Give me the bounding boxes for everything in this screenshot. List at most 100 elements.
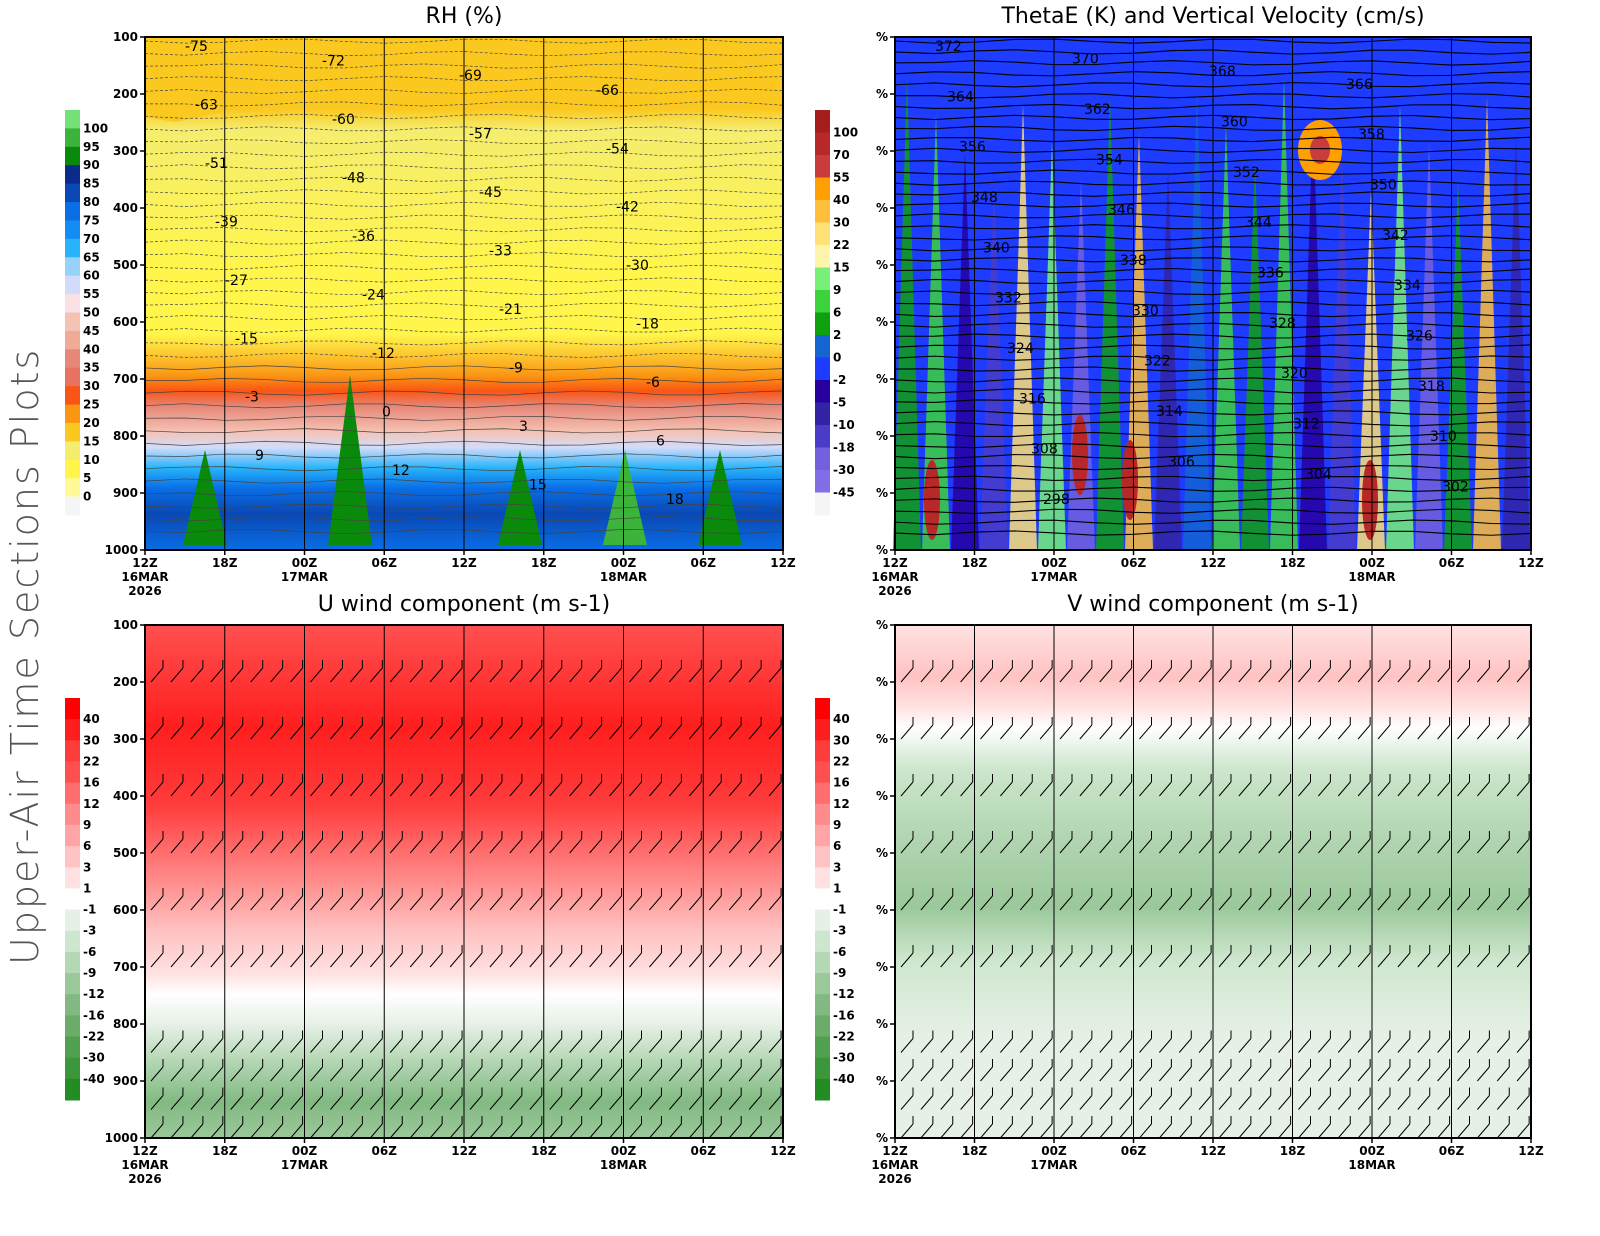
wind-barb — [469, 831, 483, 854]
wind-barb — [1139, 660, 1152, 683]
contour-label: 350 — [1370, 177, 1397, 193]
wind-barb — [1298, 888, 1311, 911]
wind-barb — [230, 660, 244, 683]
x-tick-label: 06Z — [372, 1144, 398, 1158]
wind-barb — [1357, 774, 1371, 797]
wind-barb — [469, 1116, 483, 1139]
wind-barb — [429, 660, 443, 683]
rh-moist-column — [328, 375, 372, 545]
wind-barb — [980, 831, 993, 854]
wind-barb — [1337, 1059, 1351, 1082]
wind-barb — [290, 660, 304, 683]
wind-barb — [569, 831, 583, 854]
wind-barb — [369, 660, 383, 683]
wind-barb — [1139, 1087, 1152, 1110]
wind-barb — [1357, 945, 1371, 968]
x-tick-label: 12Z — [1200, 1144, 1226, 1158]
contour-label: 336 — [1257, 266, 1284, 282]
wind-barb — [409, 1087, 423, 1110]
isoline — [144, 277, 784, 283]
contour-label: 372 — [935, 39, 962, 55]
wind-barb — [1139, 1116, 1152, 1139]
wind-barb — [1477, 1087, 1490, 1110]
wind-barb — [589, 831, 603, 854]
wind-barb — [668, 660, 682, 683]
wind-barb — [1099, 774, 1113, 797]
wind-barb — [1377, 831, 1391, 854]
contour-label: 310 — [1430, 429, 1457, 445]
wind-barb — [409, 717, 423, 740]
wind-barb — [1357, 1116, 1371, 1139]
x-date-label: 16MAR — [871, 570, 918, 584]
wind-barb — [980, 1087, 993, 1110]
wind-barb — [1318, 1059, 1331, 1082]
wind-barb — [1357, 717, 1371, 740]
wind-barb — [1516, 945, 1530, 968]
panel-title: ThetaE (K) and Vertical Velocity (cm/s) — [1000, 4, 1424, 29]
colorbar-label: -22 — [83, 1030, 105, 1044]
contour-label: 340 — [983, 240, 1010, 256]
contour-label: 338 — [1120, 253, 1147, 269]
wind-barb — [1119, 888, 1133, 911]
wind-barb — [1337, 1030, 1351, 1053]
wind-barb — [668, 774, 682, 797]
contour-label: -54 — [606, 141, 629, 157]
wind-barb — [569, 774, 583, 797]
wind-barb — [429, 1030, 443, 1053]
wind-barb — [1059, 888, 1073, 911]
y-tick-label: 700 — [113, 372, 138, 386]
colorbar-label: 40 — [833, 712, 850, 726]
colorbar-swatch — [815, 245, 830, 268]
colorbar-label: 40 — [833, 193, 850, 207]
wind-barb — [1318, 660, 1331, 683]
contour-label: -21 — [499, 302, 522, 318]
wind-barb — [509, 1116, 523, 1139]
wind-barb — [409, 1059, 423, 1082]
contour-label: -9 — [509, 360, 523, 376]
colorbar-label: 5 — [83, 471, 91, 485]
wind-barb — [290, 1116, 304, 1139]
wind-barb — [1397, 945, 1411, 968]
y-tick-label: % — [876, 201, 888, 215]
wind-barb — [1139, 831, 1152, 854]
wind-barb — [170, 831, 184, 854]
colorbar-swatch — [815, 1078, 830, 1101]
wind-barb — [1238, 717, 1252, 740]
wind-barb — [1119, 831, 1133, 854]
wind-barb — [190, 831, 204, 854]
wind-barb — [1437, 945, 1451, 968]
wind-barb — [389, 1030, 403, 1053]
wind-barb — [409, 945, 423, 968]
y-tick-label: % — [876, 258, 888, 272]
wind-barb — [1477, 774, 1490, 797]
wind-barb — [449, 945, 463, 968]
wind-barb — [1238, 1087, 1252, 1110]
colorbar-label: -30 — [833, 463, 855, 477]
wind-barb — [629, 831, 642, 854]
vv-column — [1328, 152, 1356, 550]
contour-label: 328 — [1269, 316, 1296, 332]
contour-label: -15 — [235, 331, 258, 347]
wind-barb — [1159, 1059, 1172, 1082]
wind-barb — [609, 1030, 623, 1053]
x-tick-label: 18Z — [962, 1144, 988, 1158]
wind-barb — [569, 1116, 583, 1139]
wind-barb — [920, 888, 934, 911]
wind-barb — [728, 888, 742, 911]
y-tick-label: % — [876, 372, 888, 386]
wind-barb — [549, 1087, 563, 1110]
wind-barb — [389, 888, 403, 911]
contour-label: 15 — [529, 477, 547, 493]
wind-barb — [1039, 660, 1053, 683]
wind-barb — [649, 1116, 662, 1139]
contour-label: -66 — [596, 83, 619, 99]
vv-max — [1122, 440, 1138, 520]
colorbar-swatch — [815, 846, 830, 868]
wind-barb — [1119, 945, 1133, 968]
wind-barb — [210, 717, 224, 740]
contour-label: 322 — [1144, 354, 1171, 370]
wind-barb — [270, 1030, 284, 1053]
wind-barb — [1278, 1116, 1292, 1139]
wind-barb — [250, 888, 264, 911]
wind-barb — [1119, 660, 1133, 683]
